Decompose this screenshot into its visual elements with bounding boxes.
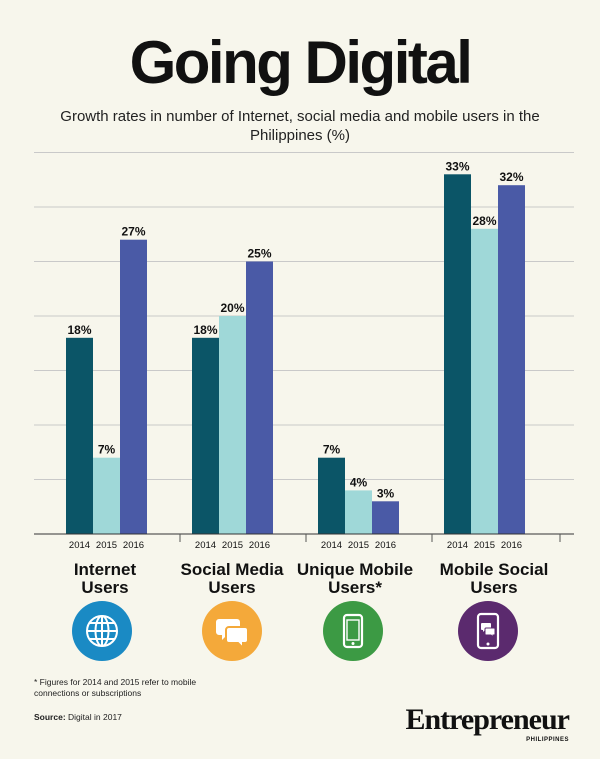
x-tick-label: 2015: [474, 540, 495, 551]
bar-chart: 18% 2014 7% 2015 27% 2016 18% 2014 20% 2015 25% 201…: [34, 152, 574, 551]
x-tick-label: 2015: [96, 540, 117, 551]
data-label: 18%: [193, 323, 217, 337]
bar: [192, 337, 219, 534]
category-label-line: Mobile Social: [439, 560, 549, 579]
category-label-mobile-social: Mobile Social Users: [424, 561, 564, 597]
bar: [120, 239, 147, 534]
category-label-line: Users: [208, 578, 256, 597]
chat-bubbles-icon: [202, 601, 262, 661]
source-text: Digital in 2017: [68, 712, 122, 722]
data-label: 7%: [323, 443, 341, 457]
x-tick-label: 2016: [375, 540, 396, 551]
data-label: 25%: [247, 247, 271, 261]
category-label-line: Unique Mobile: [296, 560, 414, 579]
category-label-line: Social Media: [180, 560, 284, 579]
chart-title: Going Digital: [129, 29, 473, 96]
source-note: Source: Digital in 2017: [34, 712, 122, 722]
bar: [444, 174, 471, 535]
bar: [93, 457, 120, 534]
bar: [372, 501, 399, 534]
x-tick-label: 2016: [249, 540, 270, 551]
data-label: 7%: [98, 443, 116, 457]
category-label-line: Users: [470, 578, 518, 597]
x-tick-label: 2014: [321, 540, 342, 551]
data-label: 18%: [67, 323, 91, 337]
category-label-social-media: Social Media Users: [162, 561, 302, 597]
category-label-internet: Internet Users: [35, 561, 175, 597]
mobile-chat-icon: [458, 601, 518, 661]
category-label-line: Users*: [328, 578, 382, 597]
x-tick-label: 2014: [69, 540, 90, 551]
brand-logo-subtitle: PHILIPPINES: [526, 737, 569, 743]
brand-logo: Entrepreneur: [405, 703, 570, 736]
bar: [345, 490, 372, 534]
x-tick-label: 2015: [348, 540, 369, 551]
data-label: 33%: [445, 159, 469, 173]
bar: [66, 337, 93, 534]
x-tick-label: 2015: [222, 540, 243, 551]
chart-subtitle: Growth rates in number of Internet, soci…: [60, 108, 540, 144]
bar: [471, 228, 498, 535]
category-label-line: Internet: [73, 560, 137, 579]
globe-icon: [72, 601, 132, 661]
data-label: 4%: [350, 475, 368, 489]
source-label: Source:: [34, 712, 66, 722]
category-label-line: Users: [81, 578, 129, 597]
mobile-phone-icon: [323, 601, 383, 661]
data-label: 3%: [377, 486, 395, 500]
x-tick-label: 2016: [501, 540, 522, 551]
data-label: 27%: [121, 225, 145, 239]
bar: [498, 185, 525, 534]
footnote: * Figures for 2014 and 2015 refer to mob…: [34, 677, 197, 698]
x-tick-label: 2016: [123, 540, 144, 551]
x-tick-label: 2014: [447, 540, 468, 551]
x-tick-label: 2014: [195, 540, 216, 551]
bar: [219, 316, 246, 534]
data-label: 28%: [472, 214, 496, 228]
category-label-unique-mobile: Unique Mobile Users*: [285, 561, 425, 597]
bar: [246, 261, 273, 534]
bar: [318, 457, 345, 534]
data-label: 32%: [499, 170, 523, 184]
data-label: 20%: [220, 301, 244, 315]
